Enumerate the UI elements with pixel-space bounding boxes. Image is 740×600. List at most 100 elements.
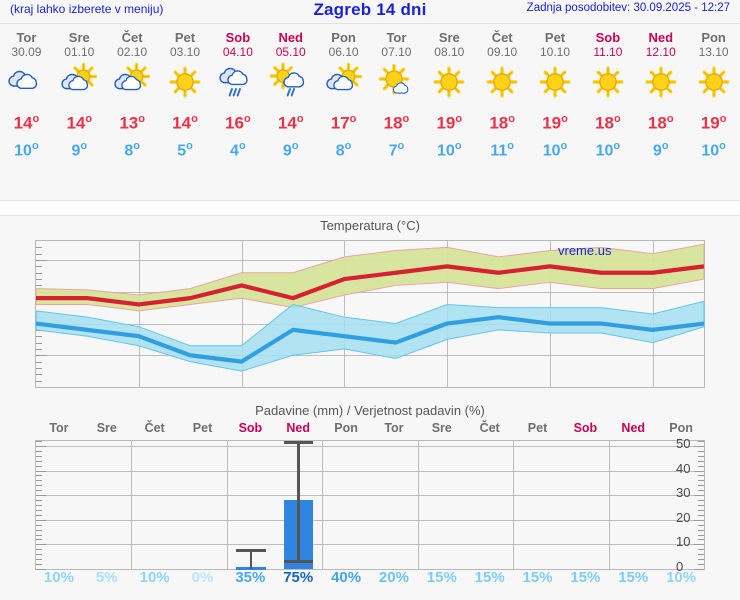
degree-symbol: o (613, 113, 621, 125)
precipitation-probability-label: 0% (191, 569, 214, 586)
axis-minor-tick (36, 470, 46, 472)
axis-minor-tick (36, 554, 42, 556)
day-date: 13.10 (698, 45, 729, 59)
gridline-vertical (344, 241, 346, 387)
precipitation-whisker-vertical (249, 549, 252, 569)
day-name: Ned (278, 30, 303, 45)
temp-min: 10o (14, 137, 39, 160)
charts-top-divider (0, 215, 740, 216)
day-column[interactable]: Pet 03.10 14o 5o (159, 24, 212, 196)
precipitation-whisker-cap (235, 549, 266, 552)
day-name: Sob (595, 30, 621, 45)
degree-symbol: o (613, 139, 621, 152)
sunny-icon (164, 61, 206, 103)
day-column[interactable]: Ned 05.10 14o 9o (264, 24, 317, 196)
axis-minor-tick (36, 441, 42, 442)
temp-max: 14o (66, 109, 92, 134)
sunny-icon (693, 61, 735, 103)
axis-minor-tick (698, 524, 704, 526)
precipitation-chart-title: Padavine (mm) / Verjetnost padavin (%) (255, 403, 485, 418)
axis-minor-tick (698, 485, 704, 487)
axis-minor-tick (36, 514, 42, 516)
gridline-vertical (608, 441, 610, 569)
axis-minor-tick (694, 495, 704, 497)
day-column[interactable]: Tor 07.10 18o 7o (370, 24, 423, 196)
gridline-horizontal (36, 519, 704, 521)
sun-small-cloud-icon (375, 61, 417, 103)
day-column[interactable]: Čet 02.10 13o 8o (106, 24, 159, 196)
axis-minor-tick (36, 361, 42, 363)
axis-minor-tick (698, 475, 704, 477)
temp-min-uncertainty-band (35, 300, 705, 372)
temp-min-value: 10 (14, 141, 32, 159)
precipitation-plot-area (35, 440, 705, 571)
precipitation-probability-label: 15% (474, 569, 505, 586)
day-column[interactable]: Pon 06.10 17o 8o (317, 24, 370, 196)
axis-minor-tick (36, 342, 42, 344)
temp-max-line (36, 264, 705, 307)
gridline-horizontal (36, 355, 704, 357)
partly-sunny-icon (58, 61, 100, 103)
day-column[interactable]: Sre 01.10 14o 9o (53, 24, 106, 196)
day-column[interactable]: Ned 12.10 18o 9o (634, 24, 687, 196)
precipitation-y-label: 10 (676, 534, 691, 550)
day-date: 08.10 (434, 45, 465, 59)
precipitation-day-name: Ned (621, 421, 646, 435)
axis-minor-tick (698, 534, 704, 536)
temp-min: 5o (177, 137, 193, 160)
temp-min-value: 7 (388, 141, 398, 159)
temp-min-value: 9 (282, 141, 292, 159)
temp-max: 18o (595, 109, 621, 134)
day-column[interactable]: Čet 09.10 18o 11o (476, 24, 529, 196)
temp-min-line (35, 315, 705, 364)
day-date: 11.10 (593, 45, 623, 59)
temp-max: 18o (384, 109, 410, 134)
temp-max-value: 14 (13, 113, 33, 133)
degree-symbol: o (560, 139, 568, 152)
day-column[interactable]: Tor 30.09 14o 10o (0, 24, 53, 196)
temp-min-value: 5 (177, 141, 187, 159)
day-name: Pet (174, 30, 196, 45)
day-column[interactable]: Sob 04.10 16o 4o (211, 24, 264, 196)
day-column[interactable]: Pon 13.10 19o 10o (687, 24, 740, 196)
strip-bottom-divider (0, 200, 740, 201)
axis-minor-tick (698, 514, 704, 516)
cloudy-rain-icon (217, 61, 259, 103)
section-separator-band (0, 201, 740, 215)
temp-max-value: 14 (172, 113, 192, 133)
axis-minor-tick (36, 539, 42, 541)
axis-minor-tick (698, 490, 704, 492)
axis-minor-tick (694, 519, 704, 521)
precipitation-bar-median-line (283, 560, 314, 563)
temperature-series-svg (35, 243, 705, 372)
gridline-vertical (513, 441, 515, 569)
temp-min: 10o (701, 137, 726, 160)
axis-minor-tick (698, 554, 704, 556)
degree-symbol: o (32, 113, 40, 125)
day-date: 01.10 (64, 45, 95, 59)
day-column[interactable]: Pet 10.10 19o 10o (529, 24, 582, 196)
temp-max: 14o (278, 109, 304, 134)
axis-minor-tick (36, 480, 42, 482)
temp-min-value: 11 (490, 141, 508, 159)
partly-sunny-icon (323, 61, 365, 103)
degree-symbol: o (291, 139, 299, 152)
day-column[interactable]: Sob 11.10 18o 10o (581, 24, 634, 196)
degree-symbol: o (666, 113, 674, 125)
temp-min-value: 9 (71, 141, 81, 159)
degree-symbol: o (561, 113, 568, 125)
temp-max-value: 18 (489, 113, 509, 133)
temp-min-value: 8 (124, 141, 134, 159)
watermark-label: vreme.us (558, 243, 612, 258)
temp-min: 10o (596, 137, 621, 160)
temp-min: 9o (653, 137, 669, 160)
degree-symbol: o (138, 113, 145, 125)
partly-sunny-icon (111, 61, 153, 103)
temp-max-value: 19 (436, 113, 456, 133)
precipitation-probability-label: 75% (283, 569, 314, 586)
header-divider (0, 23, 740, 24)
axis-minor-tick (36, 509, 42, 511)
day-date: 04.10 (222, 45, 253, 59)
day-column[interactable]: Sre 08.10 19o 10o (423, 24, 476, 196)
day-date: 30.09 (11, 45, 42, 59)
